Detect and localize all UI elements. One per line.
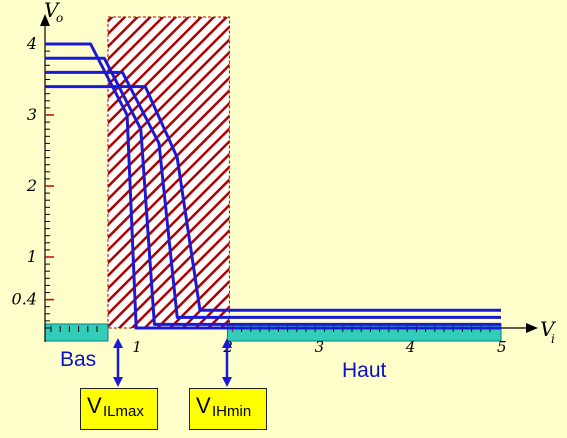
region-low-label: Bas <box>60 348 96 371</box>
transfer-curve-1 <box>45 42 501 330</box>
y-tick-label-4: 4 <box>26 34 37 53</box>
y-axis-arrow <box>40 14 50 26</box>
low-region-bar <box>44 323 109 342</box>
x-tick-label-0: 1 <box>132 338 142 356</box>
marker-arrowhead-down-1 <box>222 377 232 387</box>
y-tick-label-2: 2 <box>26 176 37 195</box>
x-tick-label-3: 4 <box>405 338 416 356</box>
vihmin-sub: IHmin <box>212 403 252 420</box>
vilmax-main: V <box>87 393 102 418</box>
transfer-curve-3 <box>45 70 501 319</box>
transfer-curve-4 <box>45 85 501 312</box>
x-axis-arrow <box>526 323 538 333</box>
vihmin-main: V <box>196 393 211 418</box>
x-tick-label-2: 3 <box>315 338 325 356</box>
marker-arrowhead-up-1 <box>222 338 232 348</box>
y-tick-label-3: 3 <box>27 105 37 124</box>
transfer-curve-2 <box>45 56 501 326</box>
y-axis-label-sub: o <box>56 11 63 25</box>
marker-arrowhead-up-0 <box>113 338 123 348</box>
vilmax-label-box: V ILmax <box>80 388 158 430</box>
x-axis-label-sub: i <box>551 332 555 346</box>
vihmin-label-box: V IHmin <box>189 388 267 430</box>
forbidden-zone <box>107 16 230 329</box>
y-tick-label-1: 1 <box>27 247 37 266</box>
y-tick-label-0: 0.4 <box>12 290 37 309</box>
vilmax-sub: ILmax <box>103 403 144 420</box>
region-high-label: Haut <box>342 359 387 382</box>
y-axis-label: V <box>44 0 61 22</box>
marker-arrowhead-down-0 <box>113 377 123 387</box>
x-tick-label-4: 5 <box>497 338 507 356</box>
x-axis-label: V <box>540 317 557 341</box>
